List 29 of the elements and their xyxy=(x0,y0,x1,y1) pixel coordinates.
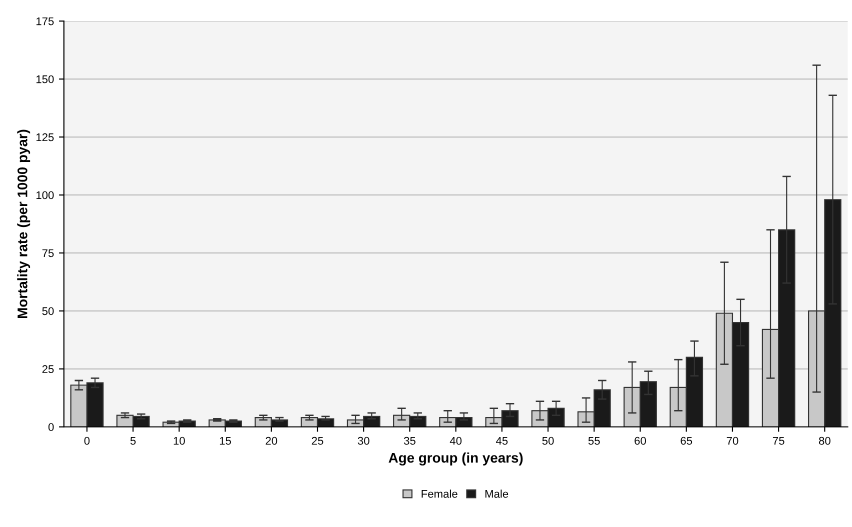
x-tick-label: 80 xyxy=(818,436,830,445)
x-tick-label: 10 xyxy=(174,436,185,445)
x-tick-label: 35 xyxy=(404,436,416,445)
x-tick-label: 55 xyxy=(588,437,600,445)
y-tick-label: 175 xyxy=(36,17,54,26)
x-tick-label: 50 xyxy=(542,436,554,445)
y-tick-label: 100 xyxy=(36,191,54,200)
x-tick-label: 45 xyxy=(496,437,508,445)
x-tick-label: 20 xyxy=(266,436,278,445)
y-axis-title: Mortality rate (per 1000 pyar) xyxy=(17,130,30,318)
x-tick-label: 0 xyxy=(84,436,90,445)
x-tick-label: 25 xyxy=(312,436,324,445)
x-axis-title: Age group (in years) xyxy=(388,452,523,466)
y-tick-label: 0 xyxy=(48,423,54,432)
x-tick-label: 70 xyxy=(726,436,738,445)
y-tick-label: 125 xyxy=(36,133,54,142)
y-tick-label: 75 xyxy=(42,249,54,258)
legend-label: Female xyxy=(422,490,458,498)
x-tick-label: 60 xyxy=(634,436,646,445)
legend-label: Male xyxy=(485,490,508,498)
y-tick-label: 150 xyxy=(36,75,54,84)
y-tick-label: 50 xyxy=(42,307,54,316)
x-tick-label: 15 xyxy=(220,437,231,445)
x-tick-label: 5 xyxy=(130,437,136,445)
y-tick-label: 25 xyxy=(42,365,54,374)
x-tick-label: 65 xyxy=(680,436,692,445)
x-tick-label: 40 xyxy=(450,436,462,445)
x-tick-label: 75 xyxy=(772,437,784,445)
x-tick-label: 30 xyxy=(358,436,370,445)
